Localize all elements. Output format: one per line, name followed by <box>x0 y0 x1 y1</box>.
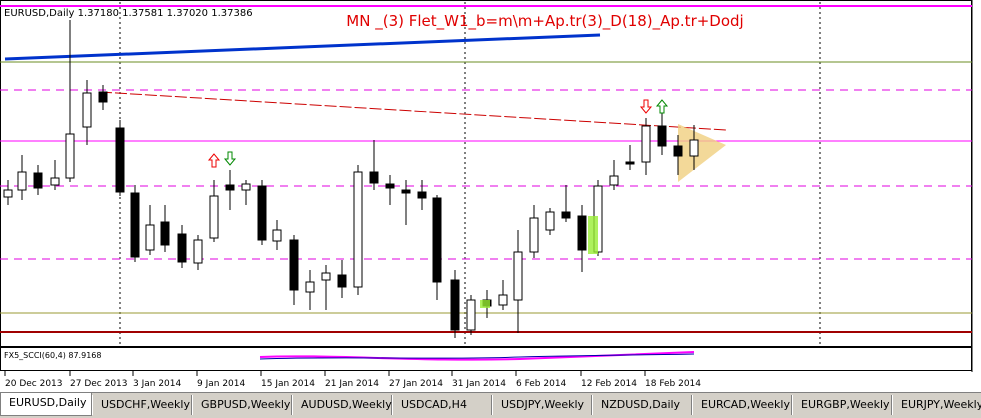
candle-body <box>529 217 539 253</box>
candle-body <box>417 191 427 199</box>
candle-body <box>65 133 75 179</box>
highlight-bar <box>588 216 598 254</box>
time-axis: 20 Dec 2013 27 Dec 2013 3 Jan 2014 9 Jan 20… <box>4 371 701 389</box>
chart-window: EURUSD,Daily 1.37180 1.37581 1.37020 1.3… <box>0 0 981 392</box>
time-label: 15 Jan 2014 <box>261 379 315 389</box>
vertical-separators <box>119 2 821 370</box>
triangle-pattern <box>678 124 726 182</box>
candle-body <box>145 224 155 251</box>
candle-body <box>466 299 476 331</box>
time-label: 9 Jan 2014 <box>197 379 245 389</box>
chart-tab[interactable]: USDCAD,H4 <box>392 395 492 415</box>
candle-body <box>130 192 140 258</box>
time-label: 18 Feb 2014 <box>645 379 701 389</box>
time-label: 21 Jan 2014 <box>325 379 379 389</box>
chart-header: EURUSD,Daily 1.37180 1.37581 1.37020 1.3… <box>4 8 253 19</box>
time-label: 31 Jan 2014 <box>452 379 506 389</box>
trend-line <box>4 33 601 61</box>
chart-tab[interactable]: EURCAD,Weekly <box>692 395 792 415</box>
candle-body <box>337 274 347 288</box>
chart-tab[interactable]: USDCHF,Weekly <box>92 395 192 415</box>
indicator-line <box>259 351 695 361</box>
candle-body <box>305 281 315 293</box>
candle-body <box>3 189 13 198</box>
chart-tabs: EURUSD,Daily USDCHF,Weekly GBPUSD,Weekly AU… <box>0 392 981 418</box>
candle-body <box>577 215 587 251</box>
candle-body <box>625 161 635 165</box>
candle-body <box>401 189 411 194</box>
highlight-bar <box>480 300 490 308</box>
candle-body <box>241 183 251 191</box>
candle-body <box>272 229 282 242</box>
time-label: 12 Feb 2014 <box>581 379 637 389</box>
candle-body <box>177 233 187 263</box>
chart-tab[interactable]: NZDUSD,Daily <box>592 395 692 415</box>
candle-body <box>115 127 125 193</box>
arrow-down <box>223 151 237 166</box>
candle-body <box>98 91 108 103</box>
candle-body <box>353 171 363 288</box>
chart-tab[interactable]: GBPUSD,Weekly <box>192 395 292 415</box>
chart-tab[interactable]: USDJPY,Weekly <box>492 395 592 415</box>
chart-background <box>0 0 981 392</box>
arrow-up <box>655 99 669 114</box>
candle-body <box>385 183 395 189</box>
candles <box>3 20 699 338</box>
candle-body <box>450 279 460 331</box>
candle-body <box>432 197 442 283</box>
candle-body <box>561 211 571 219</box>
candle-body <box>513 251 523 301</box>
arrows <box>207 99 669 168</box>
time-label: 27 Jan 2014 <box>389 379 443 389</box>
arrow-down <box>639 99 653 114</box>
candle-body <box>50 177 60 186</box>
time-label: 3 Jan 2014 <box>133 379 181 389</box>
candle-body <box>641 125 651 163</box>
chart-annotation: MN _(3) Flet_W1_b=m\m+Ap.tr(3)_D(18)_Ap.… <box>346 12 743 31</box>
candle-body <box>673 145 683 157</box>
candle-body <box>225 184 235 191</box>
arrow-up <box>207 153 221 168</box>
time-label: 20 Dec 2013 <box>5 379 63 389</box>
candle-body <box>257 185 267 241</box>
candle-body <box>545 211 555 231</box>
candle-body <box>689 139 699 157</box>
chart-tab[interactable]: EURUSD,Daily <box>0 393 92 416</box>
time-label: 27 Dec 2013 <box>70 379 128 389</box>
candle-body <box>289 239 299 291</box>
candle-body <box>17 171 27 191</box>
candle-body <box>193 239 203 264</box>
candle-body <box>609 175 619 186</box>
candle-body <box>33 172 43 189</box>
candle-body <box>369 171 379 184</box>
chart-tab[interactable]: AUDUSD,Weekly <box>292 395 392 415</box>
indicator-line <box>259 353 695 360</box>
chart-tab[interactable]: EURJPY,Weekly <box>892 395 981 415</box>
candle-body <box>657 125 667 147</box>
time-label: 6 Feb 2014 <box>516 379 567 389</box>
indicator-label: FX5_SCCI(60,4) 87.9168 <box>4 351 101 360</box>
candle-body <box>321 272 331 281</box>
candle-body <box>209 195 219 239</box>
candle-body <box>160 221 170 246</box>
candle-body <box>498 294 508 306</box>
chart-tab[interactable]: EURGBP,Weekly <box>792 395 892 415</box>
candle-body <box>82 92 92 128</box>
